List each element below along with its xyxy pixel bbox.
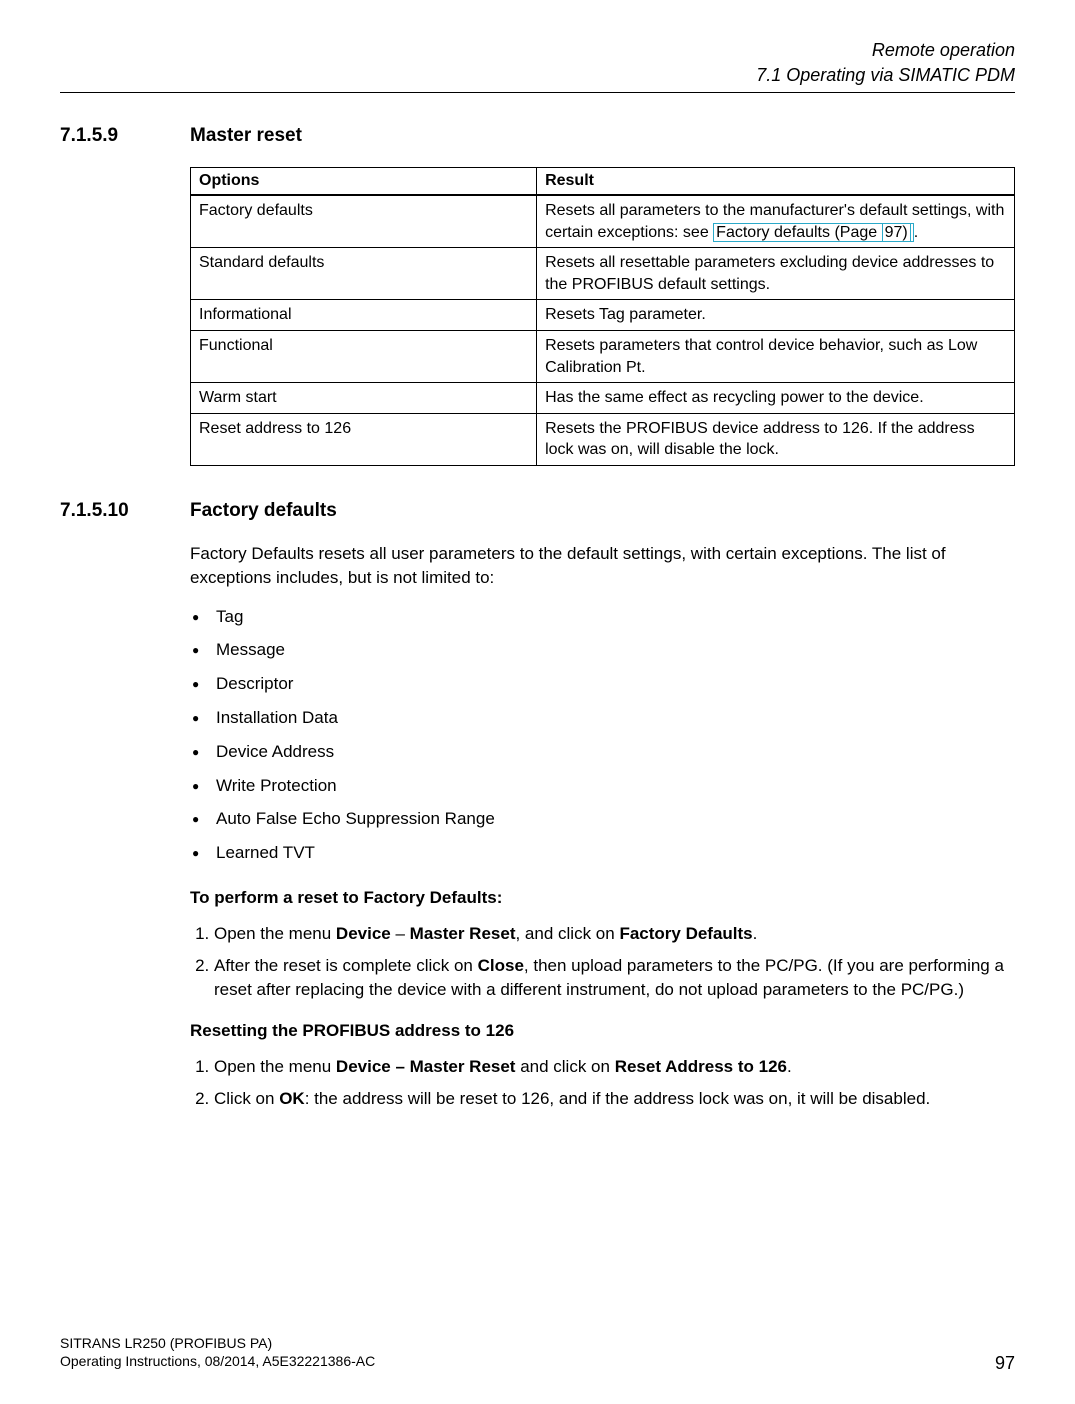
step-item: Open the menu Device – Master Reset, and… — [214, 918, 1015, 950]
step-text: Open the menu — [214, 1057, 336, 1076]
section-content: Options Result Factory defaults Resets a… — [190, 167, 1015, 466]
table-cell-result: Resets the PROFIBUS device address to 12… — [537, 413, 1015, 465]
link-text: Factory defaults — [716, 224, 834, 241]
step-bold: Device – Master Reset — [336, 1057, 516, 1076]
step-bold: Factory Defaults — [619, 924, 752, 943]
step-text: : the address will be reset to 126, and … — [305, 1089, 931, 1108]
table-cell-result: Resets all resettable parameters excludi… — [537, 248, 1015, 300]
list-item: Write Protection — [190, 769, 1015, 803]
cell-text: . — [914, 224, 918, 241]
table-header-options: Options — [191, 168, 537, 196]
intro-paragraph: Factory Defaults resets all user paramet… — [190, 542, 1015, 590]
step-text: – — [391, 924, 410, 943]
header-section: 7.1 Operating via SIMATIC PDM — [60, 65, 1015, 93]
section-number: 7.1.5.9 — [60, 125, 190, 147]
table-row: Factory defaults Resets all parameters t… — [191, 195, 1015, 248]
table-header-result: Result — [537, 168, 1015, 196]
section-content: Factory Defaults resets all user paramet… — [190, 542, 1015, 1115]
table-cell-option: Factory defaults — [191, 195, 537, 248]
table-row: Functional Resets parameters that contro… — [191, 330, 1015, 382]
table-row: Standard defaults Resets all resettable … — [191, 248, 1015, 300]
subheading: Resetting the PROFIBUS address to 126 — [190, 1021, 1015, 1041]
page-ref: 97) — [882, 223, 911, 242]
subheading: To perform a reset to Factory Defaults: — [190, 888, 1015, 908]
table-cell-result: Resets Tag parameter. — [537, 300, 1015, 331]
step-text: Click on — [214, 1089, 279, 1108]
list-item: Descriptor — [190, 667, 1015, 701]
step-text: . — [787, 1057, 792, 1076]
table-cell-option: Informational — [191, 300, 537, 331]
link-text: (Page — [834, 224, 881, 241]
step-bold: Close — [478, 956, 524, 975]
step-bold: Master Reset — [410, 924, 516, 943]
step-text: Open the menu — [214, 924, 336, 943]
factory-defaults-link[interactable]: Factory defaults (Page 97) — [713, 223, 914, 242]
list-item: Device Address — [190, 735, 1015, 769]
step-text: and click on — [515, 1057, 614, 1076]
list-item: Learned TVT — [190, 836, 1015, 870]
section-number: 7.1.5.10 — [60, 500, 190, 522]
exceptions-list: Tag Message Descriptor Installation Data… — [190, 600, 1015, 870]
step-bold: Reset Address to 126 — [615, 1057, 787, 1076]
step-text: After the reset is complete click on — [214, 956, 478, 975]
factory-reset-steps: Open the menu Device – Master Reset, and… — [190, 918, 1015, 1005]
section-heading: 7.1.5.9 Master reset — [60, 125, 1015, 147]
table-cell-result: Has the same effect as recycling power t… — [537, 383, 1015, 414]
table-cell-option: Standard defaults — [191, 248, 537, 300]
step-item: After the reset is complete click on Clo… — [214, 950, 1015, 1006]
step-bold: Device — [336, 924, 391, 943]
list-item: Message — [190, 633, 1015, 667]
address-reset-steps: Open the menu Device – Master Reset and … — [190, 1051, 1015, 1115]
footer-page-number: 97 — [995, 1353, 1015, 1374]
table-cell-option: Reset address to 126 — [191, 413, 537, 465]
table-cell-result: Resets parameters that control device be… — [537, 330, 1015, 382]
list-item: Installation Data — [190, 701, 1015, 735]
step-text: . — [753, 924, 758, 943]
footer-product: SITRANS LR250 (PROFIBUS PA) — [60, 1335, 1015, 1351]
table-cell-option: Functional — [191, 330, 537, 382]
section-title: Master reset — [190, 125, 302, 147]
footer-doc-id: Operating Instructions, 08/2014, A5E3222… — [60, 1353, 375, 1374]
page-container: Remote operation 7.1 Operating via SIMAT… — [0, 0, 1075, 1404]
list-item: Auto False Echo Suppression Range — [190, 802, 1015, 836]
step-item: Click on OK: the address will be reset t… — [214, 1083, 1015, 1115]
list-item: Tag — [190, 600, 1015, 634]
page-footer: SITRANS LR250 (PROFIBUS PA) Operating In… — [60, 1335, 1015, 1374]
options-table: Options Result Factory defaults Resets a… — [190, 167, 1015, 466]
section-title: Factory defaults — [190, 500, 337, 522]
step-item: Open the menu Device – Master Reset and … — [214, 1051, 1015, 1083]
table-row: Reset address to 126 Resets the PROFIBUS… — [191, 413, 1015, 465]
step-bold: OK — [279, 1089, 305, 1108]
table-row: Warm start Has the same effect as recycl… — [191, 383, 1015, 414]
table-cell-result: Resets all parameters to the manufacture… — [537, 195, 1015, 248]
step-text: , and click on — [515, 924, 619, 943]
table-cell-option: Warm start — [191, 383, 537, 414]
header-chapter: Remote operation — [60, 40, 1015, 61]
section-heading: 7.1.5.10 Factory defaults — [60, 500, 1015, 522]
table-row: Informational Resets Tag parameter. — [191, 300, 1015, 331]
